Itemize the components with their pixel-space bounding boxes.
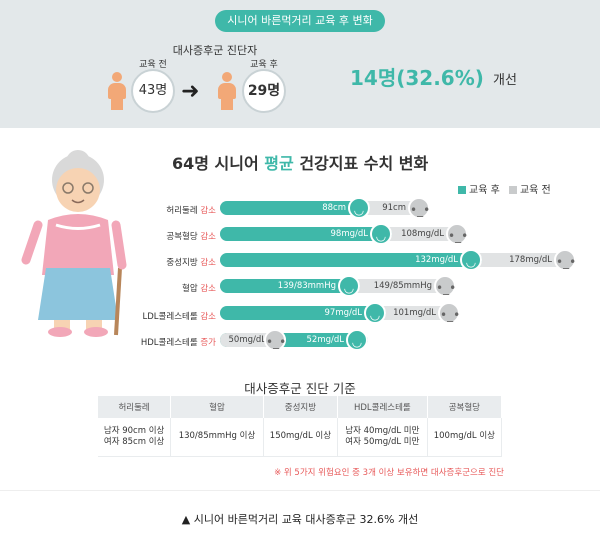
table-cell: 남자 40mg/dL 미만 여자 50mg/dL 미만 [337,418,428,457]
table-cell: 100mg/dL 이상 [427,418,503,457]
neutral-face-icon: •_• [264,329,286,351]
criteria-title: 대사증후군 진단 기준 [244,381,356,396]
after-label: 교육 후 [250,60,278,70]
neutral-face-icon: •_• [408,197,430,219]
smile-face-icon: ◡ [338,275,360,297]
smile-face-icon: ◡ [346,329,368,351]
caption-band [0,490,600,534]
criteria-note: ※ 위 5가지 위험요인 중 3개 이상 보유하면 대사증후군으로 진단 [274,468,504,478]
diagnosis-title: 대사증후군 진단자 [172,44,258,57]
neutral-face-icon: •_• [438,302,460,324]
before-count: 43명 [131,69,175,113]
table-cell: 150mg/dL 이상 [263,418,339,457]
after-count: 29명 [242,69,286,113]
arrow-right-icon: ➜ [181,79,200,104]
table-cell: 130/85mmHg 이상 [170,418,264,457]
smile-face-icon: ◡ [364,302,386,324]
indicator-label: 공복혈당 감소 [166,232,216,242]
table-cell: 남자 90cm 이상 여자 85cm 이상 [98,418,172,457]
table-header: HDL콜레스테롤 [337,396,428,418]
smile-face-icon: ◡ [348,197,370,219]
grandmother-illustration [21,150,127,337]
person-after-icon [218,72,236,112]
table-header: 허리둘레 [98,396,172,418]
bar-after: 132mg/dL [220,253,482,267]
table-header: 혈압 [170,396,264,418]
bar-after: 139/83mmHg [220,279,360,293]
caption: ▲ 시니어 바른먹거리 교육 대사증후군 32.6% 개선 [181,513,419,526]
person-before-icon [108,72,126,112]
neutral-face-icon: •_• [554,249,576,271]
banner-title: 시니어 바른먹거리 교육 후 변화 [215,10,385,32]
result-value: 14명(32.6%) [350,66,484,90]
indicator-label: 허리둘레 감소 [166,206,216,216]
table-header: 공복혈당 [427,396,503,418]
legend-before: 교육 전 [519,185,551,196]
smile-face-icon: ◡ [460,249,482,271]
indicator-label: HDL콜레스테롤 증가 [140,338,216,348]
neutral-face-icon: •_• [434,275,456,297]
criteria-table: 허리둘레 혈압 중성지방 HDL콜레스테롤 공복혈당 남자 90cm 이상 여자 … [98,396,503,457]
smile-face-icon: ◡ [370,223,392,245]
before-label: 교육 전 [139,60,167,70]
legend-after: 교육 후 [469,185,500,196]
bar-after: 97mg/dL [220,306,386,320]
bar-after: 98mg/dL [220,227,392,241]
indicator-label: LDL콜레스테롤 감소 [142,312,216,322]
summary-panel: 시니어 바른먹거리 교육 후 변화 대사증후군 진단자 교육 전 43명 ➜ 교… [0,0,600,128]
table-header: 중성지방 [263,396,339,418]
section-title: 64명 시니어 평균 건강지표 수치 변화 [172,154,429,173]
bar-after: 88cm [220,201,370,215]
legend: 교육 후 교육 전 [458,181,551,196]
indicator-label: 중성지방 감소 [166,258,216,268]
result-text: 개선 [493,73,517,88]
neutral-face-icon: •_• [446,223,468,245]
indicator-label: 혈압 감소 [182,284,216,294]
